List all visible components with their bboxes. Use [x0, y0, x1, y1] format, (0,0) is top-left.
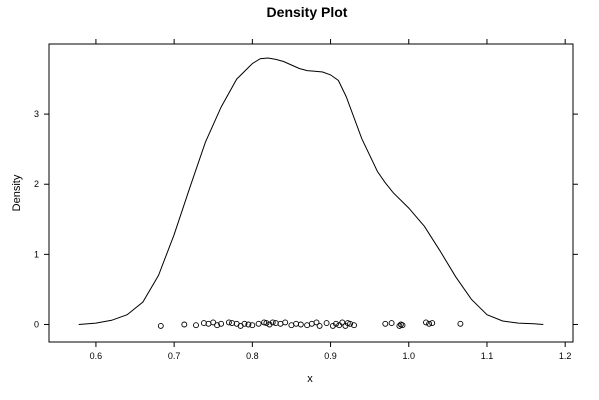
data-point — [313, 319, 320, 326]
x-tick-label: 0.6 — [90, 351, 103, 361]
data-point — [339, 319, 346, 326]
data-point — [225, 319, 232, 326]
data-point — [426, 320, 433, 327]
plot-frame — [48, 43, 574, 343]
data-point — [388, 320, 395, 327]
x-tick-label: 1.0 — [403, 351, 416, 361]
data-point — [333, 320, 339, 327]
data-point — [272, 320, 279, 327]
data-point — [351, 322, 357, 329]
data-point — [382, 320, 389, 327]
data-point — [323, 320, 330, 327]
density-curve — [78, 57, 544, 325]
x-tick-label: 1.1 — [481, 351, 494, 361]
x-tick-label: 0.8 — [246, 351, 259, 361]
data-point — [218, 320, 225, 327]
data-point — [229, 320, 235, 327]
data-point — [269, 319, 276, 326]
data-point — [214, 322, 221, 329]
data-point — [457, 320, 464, 327]
data-point — [288, 322, 295, 329]
data-point — [263, 320, 270, 327]
y-axis: 0 1 2 3 — [34, 109, 578, 329]
data-point — [336, 322, 343, 329]
data-point — [157, 322, 164, 329]
data-point — [423, 319, 429, 326]
data-point — [181, 321, 188, 328]
data-point — [304, 322, 311, 329]
data-point — [245, 321, 252, 328]
x-tick-label: 0.9 — [324, 351, 337, 361]
y-tick-label: 1 — [34, 249, 39, 259]
x-axis: 0.6 0.7 0.8 0.9 1.0 1.1 1.2 — [90, 39, 572, 361]
data-point — [249, 322, 256, 329]
data-point — [241, 320, 248, 327]
data-point — [297, 321, 304, 328]
x-tick-label: 1.2 — [559, 351, 572, 361]
x-axis-label: x — [307, 373, 313, 385]
data-point — [399, 322, 406, 329]
chart-title: Density Plot — [267, 4, 348, 20]
data-point — [193, 322, 199, 329]
data-point — [316, 322, 323, 329]
data-point — [277, 320, 284, 327]
data-point — [396, 322, 403, 329]
data-point — [293, 320, 300, 327]
y-axis-label: Density — [11, 174, 23, 211]
y-tick-label: 0 — [34, 319, 39, 329]
data-point — [255, 320, 262, 327]
x-tick-label: 0.7 — [168, 351, 181, 361]
y-tick-label: 3 — [34, 109, 39, 119]
data-point — [308, 320, 315, 327]
data-point — [282, 319, 289, 326]
data-point — [429, 320, 436, 327]
rug-points — [157, 319, 464, 329]
data-point — [347, 320, 354, 327]
data-point — [210, 319, 217, 326]
y-tick-label: 2 — [34, 179, 39, 189]
